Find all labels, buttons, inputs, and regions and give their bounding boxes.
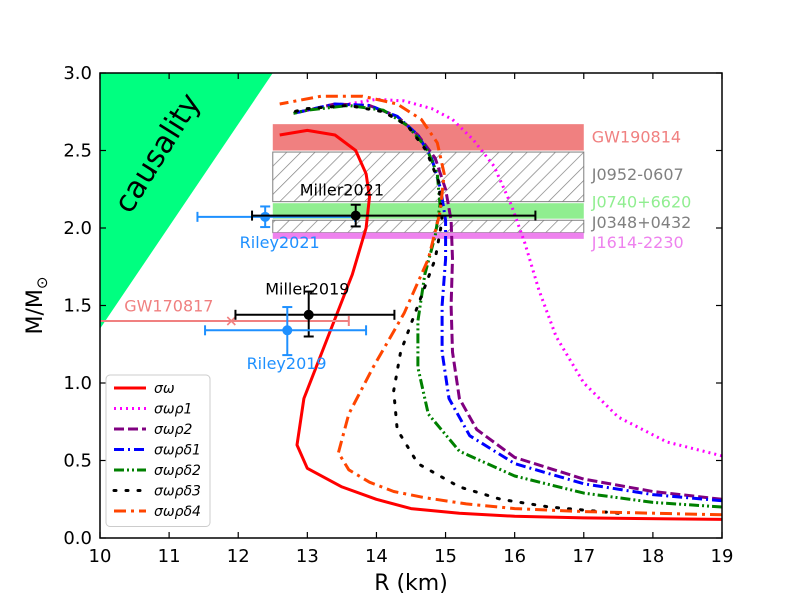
riley2021-label: Riley2021 [240, 233, 320, 252]
legend-label-7: σωρδ4 [154, 504, 201, 520]
y-axis-label: M/M⊙ [23, 277, 51, 335]
x-tick-label: 16 [503, 546, 526, 567]
band-j0952-0607 [272, 151, 585, 203]
y-tick-label: 0.0 [63, 528, 92, 549]
legend-label-1: σω [154, 381, 175, 397]
gw170817-label: GW170817 [124, 297, 213, 316]
series-line-2 [348, 97, 722, 458]
y-tick-label: 2.5 [63, 141, 92, 162]
band-j0348+0432 [272, 219, 585, 234]
x-tick-label: 14 [365, 546, 388, 567]
legend-label-3: σωρ2 [154, 422, 192, 438]
x-tick-label: 11 [158, 546, 181, 567]
miller2019-point [303, 309, 314, 320]
series-line-6 [292, 104, 620, 515]
gw170817-marker [226, 316, 236, 326]
causality-region [100, 73, 273, 329]
x-tick-label: 13 [296, 546, 319, 567]
band-label-j1614-2230: J1614-2230 [591, 233, 684, 252]
miller2021-point [350, 210, 361, 221]
band-label-j0952-0607: J0952-0607 [591, 165, 684, 184]
legend-box [105, 374, 211, 527]
y-tick-label: 1.5 [63, 296, 92, 317]
series-line-1 [279, 128, 722, 521]
band-j1614-2230 [272, 232, 584, 239]
x-axis-label: R (km) [374, 571, 448, 596]
riley2019-label: Riley2019 [247, 354, 327, 373]
y-tick-label: 1.0 [63, 373, 92, 394]
x-tick-label: 12 [227, 546, 250, 567]
riley2021-point [260, 211, 271, 222]
x-tick-label: 17 [572, 546, 595, 567]
legend-label-6: σωρδ3 [154, 484, 201, 500]
x-tick-label: 19 [711, 546, 734, 567]
series-line-5 [293, 104, 722, 509]
band-label-gw190814: GW190814 [592, 128, 681, 147]
miller2019-label: Miller2019 [265, 280, 349, 299]
legend-label-4: σωρδ1 [154, 443, 201, 459]
x-tick-label: 15 [434, 546, 457, 567]
y-tick-label: 0.5 [63, 451, 92, 472]
x-tick-label: 18 [641, 546, 664, 567]
band-gw190814 [272, 124, 584, 151]
legend-label-5: σωρδ2 [154, 463, 201, 479]
series-line-7 [279, 94, 722, 517]
y-tick-label: 3.0 [63, 63, 92, 84]
y-tick-label: 2.0 [63, 218, 92, 239]
miller2021-label: Miller2021 [300, 180, 384, 199]
x-tick-label: 10 [89, 546, 112, 567]
band-label-j0348+0432: J0348+0432 [591, 213, 692, 232]
series-line-4 [293, 102, 722, 503]
riley2019-point [282, 325, 293, 336]
legend-label-2: σωρ1 [154, 402, 192, 418]
band-label-j0740+6620: J0740+6620 [591, 193, 692, 212]
